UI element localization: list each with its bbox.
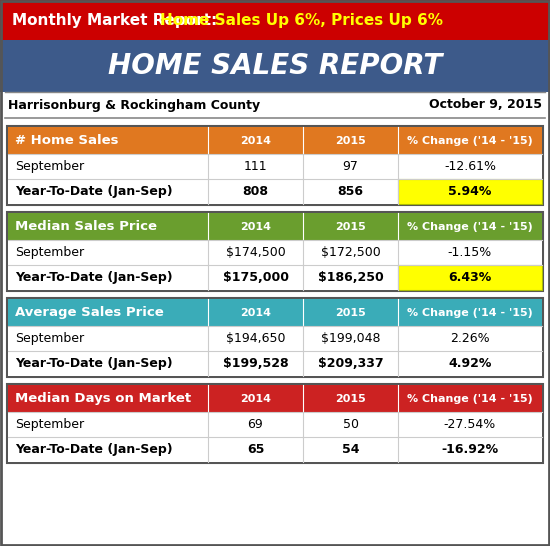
Text: Median Days on Market: Median Days on Market (15, 392, 191, 405)
Text: % Change ('14 - '15): % Change ('14 - '15) (407, 394, 533, 403)
Bar (8, 351, 542, 376)
Text: September: September (15, 418, 84, 431)
Text: Monthly Market Report:: Monthly Market Report: (12, 13, 223, 27)
Text: # Home Sales: # Home Sales (15, 134, 118, 147)
Text: 6.43%: 6.43% (448, 271, 492, 284)
Text: Home Sales Up 6%, Prices Up 6%: Home Sales Up 6%, Prices Up 6% (161, 13, 443, 27)
Text: 4.92%: 4.92% (448, 357, 492, 370)
Text: September: September (15, 332, 84, 345)
Bar (8, 127, 542, 154)
Text: $199,528: $199,528 (223, 357, 288, 370)
Text: $175,000: $175,000 (223, 271, 289, 284)
Text: -16.92%: -16.92% (442, 443, 498, 456)
Text: 2015: 2015 (335, 394, 366, 403)
Bar (8, 213, 542, 240)
Text: $174,500: $174,500 (226, 246, 285, 259)
Bar (0, 40, 550, 92)
Text: 2015: 2015 (335, 222, 366, 232)
Text: 111: 111 (244, 160, 267, 173)
Text: % Change ('14 - '15): % Change ('14 - '15) (407, 307, 533, 318)
Bar (8, 240, 542, 265)
Text: 2.26%: 2.26% (450, 332, 490, 345)
Text: -1.15%: -1.15% (448, 246, 492, 259)
Text: Year-To-Date (Jan-Sep): Year-To-Date (Jan-Sep) (15, 357, 173, 370)
Text: 69: 69 (248, 418, 263, 431)
Text: % Change ('14 - '15): % Change ('14 - '15) (407, 135, 533, 145)
Text: 5.94%: 5.94% (448, 185, 492, 198)
Text: Average Sales Price: Average Sales Price (15, 306, 164, 319)
Text: $194,650: $194,650 (226, 332, 285, 345)
Text: 2015: 2015 (335, 135, 366, 145)
Text: $199,048: $199,048 (321, 332, 380, 345)
Text: Median Sales Price: Median Sales Price (15, 220, 157, 233)
Bar (7, 298, 543, 377)
Text: September: September (15, 160, 84, 173)
Text: Year-To-Date (Jan-Sep): Year-To-Date (Jan-Sep) (15, 185, 173, 198)
Bar (8, 385, 542, 412)
Text: 54: 54 (342, 443, 359, 456)
Text: Year-To-Date (Jan-Sep): Year-To-Date (Jan-Sep) (15, 443, 173, 456)
Text: 65: 65 (247, 443, 264, 456)
Text: 50: 50 (343, 418, 359, 431)
Text: % Change ('14 - '15): % Change ('14 - '15) (407, 222, 533, 232)
Text: 2014: 2014 (240, 135, 271, 145)
Text: 2014: 2014 (240, 222, 271, 232)
Bar (7, 212, 543, 291)
Bar (8, 326, 542, 351)
Bar (8, 154, 542, 179)
Bar (8, 265, 542, 290)
Bar (7, 384, 543, 463)
Bar (0, 0, 550, 40)
Bar (8, 299, 542, 326)
Bar (8, 179, 542, 204)
Text: -12.61%: -12.61% (444, 160, 496, 173)
Bar (0, 92, 550, 118)
Text: $209,337: $209,337 (318, 357, 383, 370)
Text: 856: 856 (338, 185, 364, 198)
Bar (7, 126, 543, 205)
Text: 808: 808 (243, 185, 268, 198)
Bar (8, 412, 542, 437)
Text: HOME SALES REPORT: HOME SALES REPORT (108, 52, 442, 80)
Text: 2015: 2015 (335, 307, 366, 318)
Text: October 9, 2015: October 9, 2015 (429, 98, 542, 111)
Text: -27.54%: -27.54% (444, 418, 496, 431)
Bar (8, 437, 542, 462)
Text: $172,500: $172,500 (321, 246, 381, 259)
Text: 97: 97 (343, 160, 359, 173)
Text: 2014: 2014 (240, 394, 271, 403)
Text: $186,250: $186,250 (318, 271, 383, 284)
Text: September: September (15, 246, 84, 259)
Bar (398, 179, 542, 204)
Text: 2014: 2014 (240, 307, 271, 318)
Bar (398, 265, 542, 290)
Text: Year-To-Date (Jan-Sep): Year-To-Date (Jan-Sep) (15, 271, 173, 284)
Text: Harrisonburg & Rockingham County: Harrisonburg & Rockingham County (8, 98, 260, 111)
